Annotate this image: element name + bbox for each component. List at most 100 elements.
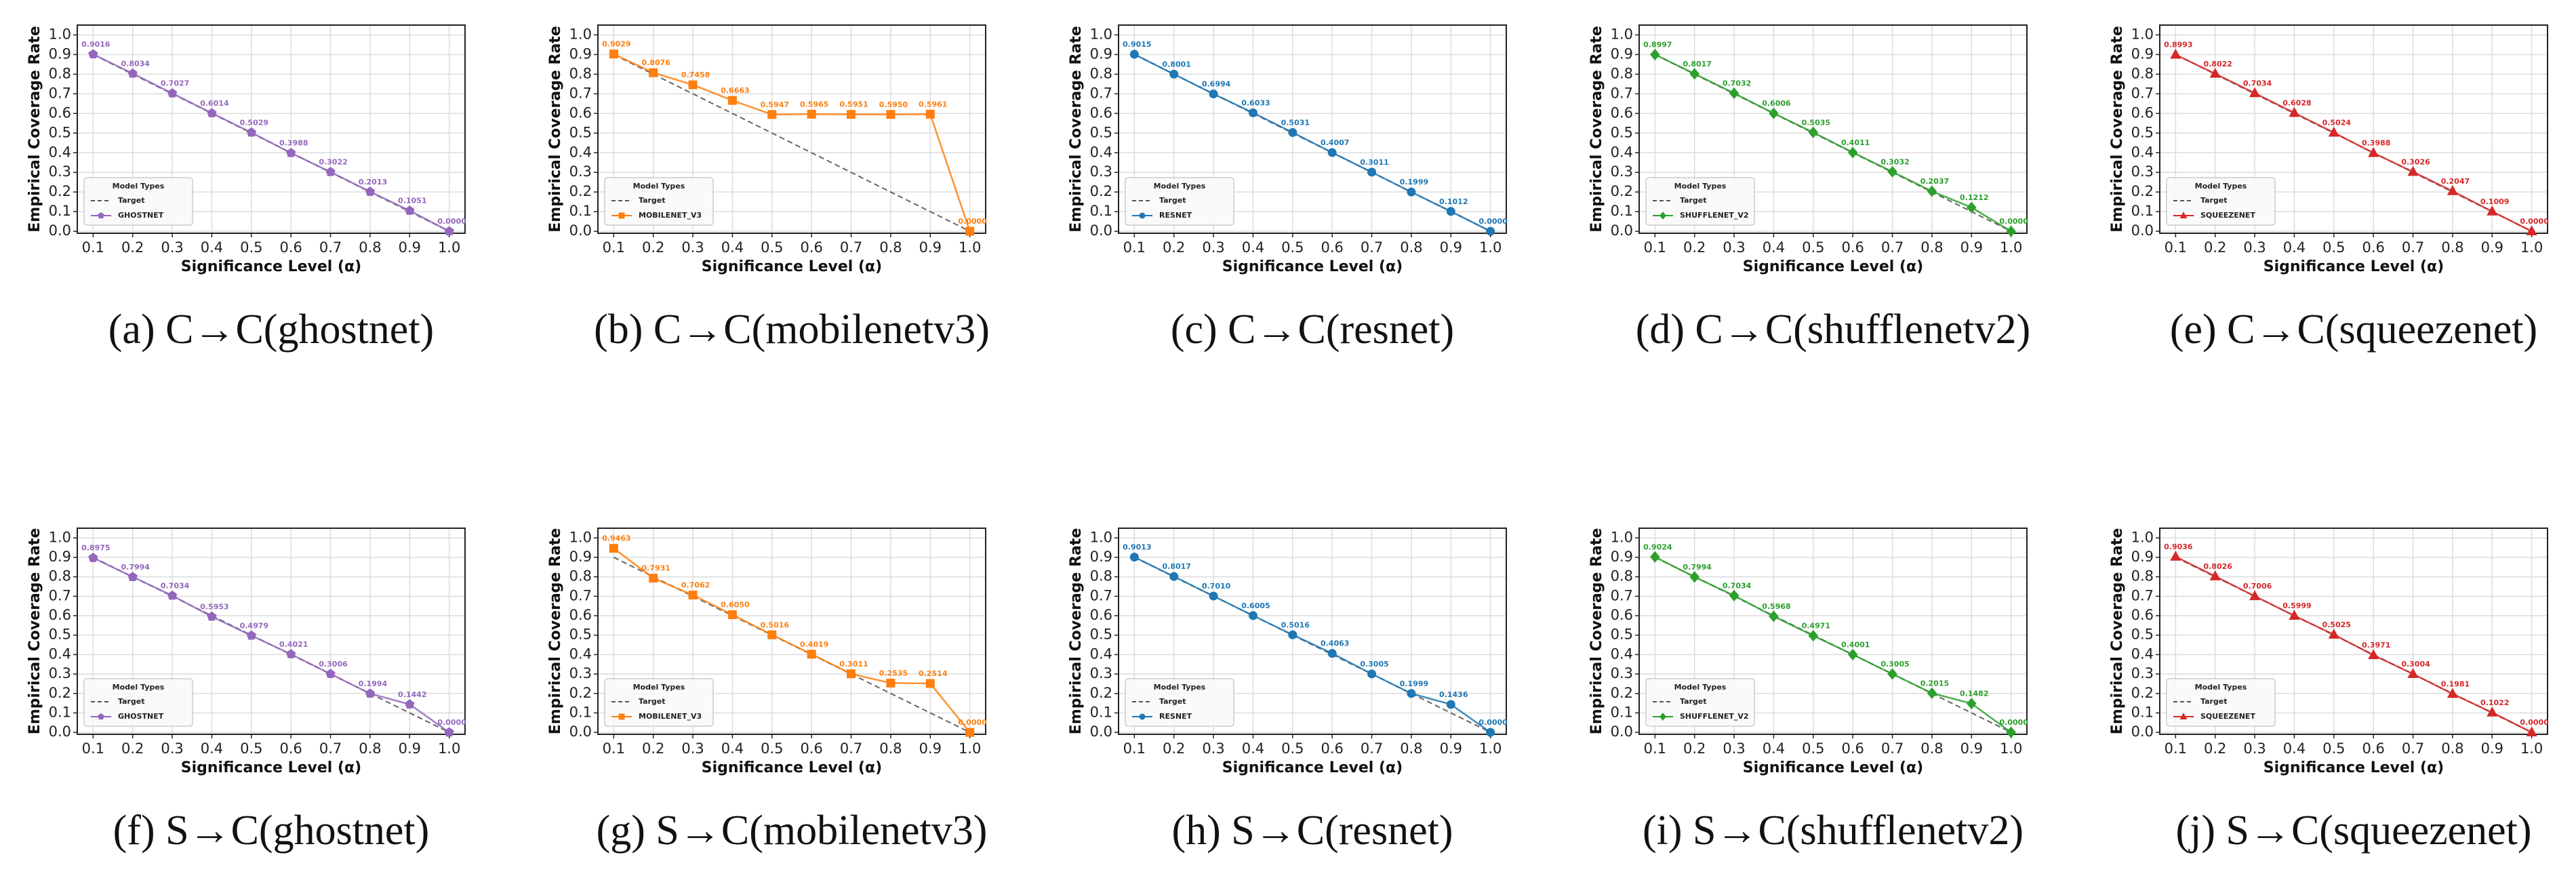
value-label: 0.2535 <box>879 669 908 677</box>
marker <box>1967 698 1977 710</box>
value-label: 0.7032 <box>1723 79 1751 87</box>
marker <box>2289 610 2300 620</box>
value-label: 0.8017 <box>1683 60 1711 68</box>
y-tick-label: 0.5 <box>49 124 71 140</box>
x-tick-label: 0.7 <box>2402 239 2424 256</box>
marker <box>444 727 454 737</box>
series-line <box>92 557 450 734</box>
value-label: 0.1022 <box>2480 698 2509 707</box>
x-tick-label: 0.3 <box>161 239 183 256</box>
y-tick-label: 0.7 <box>49 587 71 603</box>
x-tick-label: 0.4 <box>1763 740 1785 757</box>
marker <box>1327 148 1337 157</box>
y-tick-label: 0.8 <box>1611 568 1633 584</box>
marker <box>1769 610 1779 622</box>
value-label: 0.1051 <box>398 197 426 205</box>
value-label: 0.1994 <box>359 679 388 688</box>
x-tick-label: 0.8 <box>359 740 381 757</box>
x-tick-label: 0.3 <box>1723 740 1745 757</box>
value-label: 0.0000 <box>958 217 987 226</box>
x-tick-label: 0.6 <box>800 239 822 256</box>
y-tick-label: 1.0 <box>2131 529 2154 545</box>
value-label: 0.5024 <box>2322 119 2352 127</box>
legend-label: GHOSTNET <box>118 211 164 220</box>
marker <box>767 110 777 119</box>
legend-label: GHOSTNET <box>118 712 164 721</box>
marker <box>2447 688 2458 698</box>
value-label: 0.5951 <box>839 100 868 109</box>
marker <box>1887 668 1897 680</box>
marker <box>405 205 415 215</box>
value-label: 0.5031 <box>1281 118 1310 127</box>
legend-box <box>2166 678 2276 727</box>
value-label: 0.7931 <box>641 564 670 573</box>
value-label: 0.5953 <box>200 602 228 611</box>
value-label: 0.9015 <box>1123 40 1151 49</box>
caption: (g) S→C(mobilenetv3) <box>597 808 988 854</box>
x-axis-label: Significance Level (α) <box>1222 759 1403 776</box>
y-tick-label: 0.6 <box>1090 607 1112 623</box>
marker <box>1248 108 1257 117</box>
marker <box>1288 127 1297 137</box>
marker <box>1769 107 1779 119</box>
legend-label: Target <box>118 697 145 706</box>
x-axis-label: Significance Level (α) <box>181 258 361 275</box>
value-label: 0.6033 <box>1241 98 1270 107</box>
y-axis-label: Empirical Coverage Rate <box>2109 26 2126 233</box>
marker <box>727 96 737 105</box>
series-line <box>2175 555 2533 734</box>
plot-frame <box>1638 24 2028 234</box>
legend-box <box>1125 177 1234 226</box>
caption: (b) C→C(mobilenetv3) <box>594 306 990 353</box>
marker <box>2368 146 2379 157</box>
x-tick-label: 0.9 <box>2481 239 2503 256</box>
y-tick-label: 0.6 <box>2131 104 2154 121</box>
marker <box>2328 629 2339 639</box>
marker <box>286 649 296 658</box>
marker <box>2328 126 2339 137</box>
value-label: 0.5965 <box>800 100 828 108</box>
x-tick-label: 0.6 <box>279 239 302 256</box>
x-tick-label: 0.2 <box>121 239 144 256</box>
y-tick-label: 0.3 <box>569 665 592 681</box>
x-axis-label: Significance Level (α) <box>702 258 882 275</box>
value-label: 0.5947 <box>761 100 789 109</box>
value-label: 0.7034 <box>2243 79 2272 87</box>
x-tick-label: 0.2 <box>1683 740 1706 757</box>
x-tick-label: 0.3 <box>2243 239 2266 256</box>
legend-label: SHUFFLENET_V2 <box>1680 712 1749 721</box>
y-tick-label: 0.4 <box>49 645 71 662</box>
legend-label: SQUEEZENET <box>2200 211 2255 220</box>
marker <box>1407 187 1416 197</box>
y-tick-label: 0.4 <box>569 645 592 662</box>
y-tick-label: 0.4 <box>1611 144 1633 160</box>
y-tick-label: 0.3 <box>2131 163 2154 180</box>
x-tick-label: 0.4 <box>721 740 744 757</box>
y-tick-label: 0.1 <box>1611 203 1633 219</box>
marker <box>2289 106 2300 117</box>
y-tick-label: 0.9 <box>49 45 71 62</box>
x-tick-label: 0.7 <box>1881 239 1904 256</box>
x-axis-label: Significance Level (α) <box>2263 759 2444 776</box>
marker <box>1887 165 1897 178</box>
legend-box <box>604 177 714 226</box>
value-label: 0.6663 <box>721 86 749 95</box>
value-label: 0.1442 <box>398 690 426 699</box>
series-line <box>92 53 450 233</box>
value-label: 0.9029 <box>602 40 630 49</box>
y-axis-label: Empirical Coverage Rate <box>26 528 43 735</box>
legend-title: Model Types <box>2195 182 2247 191</box>
y-tick-label: 0.3 <box>1611 163 1633 180</box>
value-label: 0.5961 <box>919 100 947 108</box>
legend-marker <box>1139 713 1146 720</box>
y-tick-label: 0.0 <box>1090 222 1112 239</box>
marker <box>2209 570 2221 580</box>
value-label: 0.3988 <box>2362 139 2390 148</box>
y-tick-label: 0.5 <box>1090 626 1112 643</box>
marker <box>847 669 856 679</box>
x-tick-label: 0.2 <box>1163 740 1185 757</box>
marker <box>1407 689 1416 698</box>
y-tick-label: 0.2 <box>569 183 592 199</box>
y-tick-label: 0.7 <box>1090 587 1112 603</box>
marker <box>127 68 138 78</box>
